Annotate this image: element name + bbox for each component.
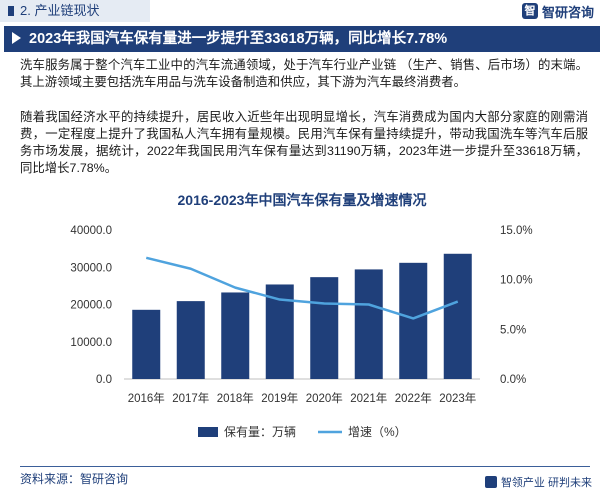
y-left-tick-label: 10000.0 — [70, 337, 112, 349]
vehicle-ownership-chart: 2016-2023年中国汽车保有量及增速情况 0.0 10000.0 20000.0 3… — [70, 192, 533, 439]
x-tick-label: 2022年 — [395, 391, 432, 405]
headline-text: 2023年我国汽车保有量进一步提升至33618万辆，同比增长7.78% — [29, 31, 448, 47]
footer-logo-text: 智领产业 研判未来 — [500, 477, 592, 489]
bar-2023年 — [443, 253, 472, 379]
y-left-tick-label: 30000.0 — [70, 262, 112, 274]
y-right-tick-label: 10.0% — [500, 275, 533, 287]
section-tab: 2. 产业链现状 — [0, 0, 150, 22]
y-right-tick-label: 0.0% — [500, 374, 526, 386]
logo-icon: 智 — [521, 3, 538, 19]
x-tick-label: 2020年 — [306, 391, 343, 405]
headline-banner: 2023年我国汽车保有量进一步提升至33618万辆，同比增长7.78% — [4, 26, 600, 52]
bar-2018年 — [221, 292, 250, 379]
growth-rate-line — [145, 256, 459, 320]
section-label: 2. 产业链现状 — [20, 3, 100, 18]
source-note: 资料来源：智研咨询 — [20, 472, 129, 486]
x-tick-label: 2016年 — [128, 391, 165, 405]
intro-paragraph: 洗车服务属于整个汽车工业中的汽车流通领域，处于汽车行业产业链 （生产、销售、后市… — [20, 58, 588, 89]
footer-logo-icon — [484, 476, 497, 488]
brand-logo: 智 智研咨询 — [521, 2, 594, 20]
chart-title: 2016-2023年中国汽车保有量及增速情况 — [178, 192, 427, 208]
legend-bar-swatch — [198, 427, 218, 437]
x-tick-label: 2018年 — [217, 391, 254, 405]
detail-paragraph: 随着我国经济水平的持续提升，居民收入近些年出现明显增长，汽车消费成为国内大部分家… — [20, 110, 588, 175]
y-left-tick-label: 20000.0 — [70, 300, 112, 312]
y-left-tick-label: 0.0 — [96, 374, 112, 386]
y-right-tick-label: 5.0% — [500, 324, 526, 336]
x-tick-label: 2023年 — [439, 391, 476, 405]
x-tick-label: 2017年 — [172, 391, 209, 405]
bar-2016年 — [132, 309, 161, 379]
footer-logo: 智领产业 研判未来 — [484, 474, 592, 490]
bar-2020年 — [310, 277, 339, 379]
legend-line-label: 增速（%） — [348, 425, 407, 439]
bar-2017年 — [176, 301, 205, 379]
triangle-icon — [12, 32, 21, 44]
bar-2022年 — [399, 262, 428, 379]
y-left-tick-label: 40000.0 — [70, 225, 112, 237]
bar-2021年 — [354, 269, 383, 379]
footer-divider — [20, 466, 590, 467]
x-tick-label: 2021年 — [350, 391, 387, 405]
x-tick-label: 2019年 — [261, 391, 298, 405]
square-icon — [8, 6, 14, 16]
logo-text: 智研咨询 — [541, 4, 594, 20]
y-right-tick-label: 15.0% — [500, 225, 533, 237]
legend-bar-label: 保有量：万辆 — [224, 425, 296, 439]
top-bar: 2. 产业链现状 智 智研咨询 — [0, 0, 604, 22]
